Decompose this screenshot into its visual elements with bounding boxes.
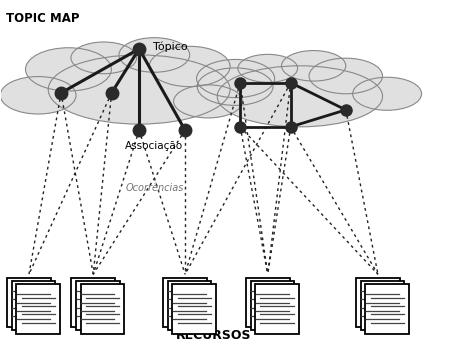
- Text: RECURSOS: RECURSOS: [176, 330, 251, 342]
- Ellipse shape: [217, 66, 383, 127]
- Text: Ocorrências: Ocorrências: [125, 183, 184, 193]
- Text: Tópico: Tópico: [153, 42, 188, 52]
- Bar: [76, 281, 120, 330]
- Ellipse shape: [309, 58, 383, 94]
- Ellipse shape: [238, 54, 298, 82]
- Ellipse shape: [149, 46, 230, 87]
- Bar: [365, 284, 409, 334]
- Ellipse shape: [119, 37, 190, 72]
- Ellipse shape: [353, 77, 422, 110]
- Bar: [163, 278, 207, 327]
- Ellipse shape: [197, 68, 273, 105]
- Bar: [16, 284, 60, 334]
- Bar: [7, 278, 51, 327]
- Text: Associação: Associação: [125, 141, 183, 151]
- Bar: [361, 281, 404, 330]
- Bar: [72, 278, 115, 327]
- Bar: [80, 284, 124, 334]
- Bar: [250, 281, 294, 330]
- Bar: [12, 281, 55, 330]
- Ellipse shape: [25, 48, 111, 91]
- Bar: [168, 281, 212, 330]
- Bar: [255, 284, 299, 334]
- Bar: [356, 278, 400, 327]
- Ellipse shape: [0, 77, 76, 114]
- Text: TOPIC MAP: TOPIC MAP: [6, 12, 79, 25]
- Ellipse shape: [281, 51, 346, 81]
- Ellipse shape: [71, 42, 137, 74]
- Ellipse shape: [174, 85, 243, 118]
- Bar: [246, 278, 290, 327]
- Ellipse shape: [48, 55, 230, 124]
- Ellipse shape: [196, 60, 274, 98]
- Bar: [172, 284, 216, 334]
